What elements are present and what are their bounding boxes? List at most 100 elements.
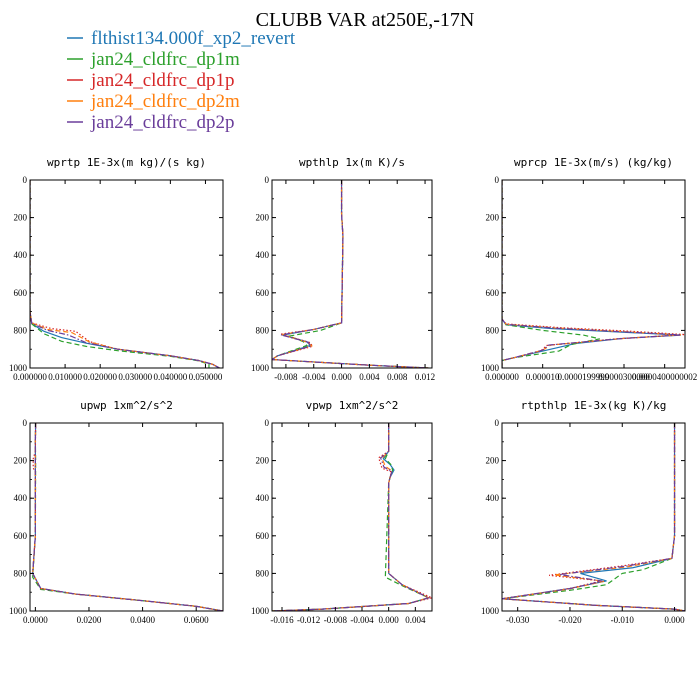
ytick-label-0-5: 1000 bbox=[9, 363, 28, 373]
panel-frame-1 bbox=[271, 179, 433, 369]
panel-0: wprtp 1E-3x(m kg)/(s kg) 0 200 400 600 800 100… bbox=[9, 156, 224, 382]
xtick-label-4-1: -0.012 bbox=[297, 615, 320, 625]
legend-label-1: jan24_cldfrc_dp1m bbox=[90, 49, 240, 70]
series-line-4-2 bbox=[272, 423, 432, 611]
series-line-2-0 bbox=[502, 180, 681, 368]
xtick-label-1-4: 0.008 bbox=[387, 372, 408, 382]
series-line-0-4 bbox=[30, 180, 220, 368]
series-line-3-1 bbox=[32, 423, 223, 611]
ytick-label-0-1: 200 bbox=[14, 213, 28, 223]
xtick-label-3-0: 0.0000 bbox=[23, 615, 48, 625]
series-line-0-1 bbox=[30, 180, 210, 368]
ytick-label-1-1: 200 bbox=[256, 213, 270, 223]
ytick-label-4-3: 600 bbox=[256, 531, 270, 541]
xtick-label-2-0: 0.000000 bbox=[485, 372, 519, 382]
xtick-label-1-2: 0.000 bbox=[331, 372, 352, 382]
xtick-label-2-2: 0.0000199999 bbox=[557, 372, 609, 382]
xtick-label-3-2: 0.0400 bbox=[130, 615, 155, 625]
series-line-2-2 bbox=[502, 180, 685, 368]
ytick-label-1-4: 800 bbox=[256, 325, 270, 335]
xtick-label-1-5: 0.012 bbox=[415, 372, 435, 382]
ytick-label-2-3: 600 bbox=[486, 288, 500, 298]
series-line-5-4 bbox=[502, 423, 685, 611]
ytick-label-2-2: 400 bbox=[486, 250, 500, 260]
ytick-label-0-0: 0 bbox=[23, 175, 28, 185]
xtick-label-2-4: 0.0000400000002 bbox=[632, 372, 697, 382]
series-line-0-3 bbox=[30, 180, 220, 368]
xtick-label-2-1: 0.000010 bbox=[526, 372, 560, 382]
series-line-2-3 bbox=[502, 180, 681, 368]
ytick-label-5-2: 400 bbox=[486, 493, 500, 503]
xtick-label-0-1: 0.010000 bbox=[48, 372, 82, 382]
series-line-3-4 bbox=[32, 423, 223, 611]
ytick-label-1-2: 400 bbox=[256, 250, 270, 260]
series-line-2-4 bbox=[502, 180, 681, 368]
panel-title-4: vpwp 1xm^2/s^2 bbox=[306, 399, 399, 412]
panel-3: upwp 1xm^2/s^2 0 200 400 600 800 10000.0000 0.0… bbox=[9, 399, 224, 625]
panel-5: rtpthlp 1E-3x(kg K)/kg02004006008001000-… bbox=[481, 399, 686, 625]
xtick-label-3-3: 0.0600 bbox=[184, 615, 209, 625]
series-line-1-2 bbox=[272, 180, 429, 368]
series-line-1-1 bbox=[272, 180, 429, 368]
ytick-label-1-0: 0 bbox=[265, 175, 270, 185]
legend-label-3: jan24_cldfrc_dp2m bbox=[90, 91, 240, 112]
xtick-label-5-2: -0.010 bbox=[611, 615, 635, 625]
panel-2: wprcp 1E-3x(m/s) (kg/kg) 0 200 400 600 800 100… bbox=[481, 156, 697, 382]
ytick-label-4-0: 0 bbox=[265, 418, 270, 428]
xtick-label-4-3: -0.004 bbox=[350, 615, 374, 625]
ytick-label-5-1: 200 bbox=[486, 456, 500, 466]
xtick-label-2-3: 0.0000300000 bbox=[598, 372, 650, 382]
panel-title-2: wprcp 1E-3x(m/s) (kg/kg) bbox=[514, 156, 673, 169]
ytick-label-5-5: 1000 bbox=[481, 606, 500, 616]
ytick-label-2-5: 1000 bbox=[481, 363, 500, 373]
xtick-label-0-5: 0.050000 bbox=[189, 372, 223, 382]
panel-frame-0 bbox=[29, 179, 224, 369]
xtick-label-0-3: 0.030000 bbox=[118, 372, 152, 382]
ytick-label-0-3: 600 bbox=[14, 288, 28, 298]
series-line-4-4 bbox=[272, 423, 431, 611]
series-line-1-3 bbox=[272, 180, 429, 368]
xtick-label-0-0: 0.000000 bbox=[13, 372, 47, 382]
series-line-4-1 bbox=[272, 423, 431, 611]
ytick-label-5-4: 800 bbox=[486, 568, 500, 578]
xtick-label-0-2: 0.020000 bbox=[83, 372, 117, 382]
panel-title-0: wprtp 1E-3x(m kg)/(s kg) bbox=[47, 156, 206, 169]
legend: flthist134.000f_xp2_revertjan24_cldfrc_d… bbox=[67, 28, 296, 133]
xtick-label-4-4: 0.000 bbox=[379, 615, 400, 625]
ytick-label-5-0: 0 bbox=[495, 418, 500, 428]
xtick-label-1-0: -0.008 bbox=[274, 372, 298, 382]
series-line-0-2 bbox=[30, 180, 220, 368]
figure-title: CLUBB VAR at250E,-17N bbox=[256, 9, 475, 31]
xtick-label-5-3: 0.000 bbox=[664, 615, 685, 625]
ytick-label-3-2: 400 bbox=[14, 493, 28, 503]
ytick-label-2-1: 200 bbox=[486, 213, 500, 223]
ytick-label-3-3: 600 bbox=[14, 531, 28, 541]
xtick-label-5-0: -0.030 bbox=[506, 615, 530, 625]
ytick-label-2-4: 800 bbox=[486, 325, 500, 335]
legend-label-0: flthist134.000f_xp2_revert bbox=[91, 28, 296, 49]
series-line-3-2 bbox=[32, 423, 223, 611]
xtick-label-0-4: 0.040000 bbox=[153, 372, 187, 382]
ytick-label-3-4: 800 bbox=[14, 568, 28, 578]
series-line-1-4 bbox=[272, 180, 429, 368]
panel-frame-3 bbox=[29, 422, 224, 612]
panel-frame-4 bbox=[271, 422, 433, 612]
ytick-label-4-2: 400 bbox=[256, 493, 270, 503]
ytick-label-4-4: 800 bbox=[256, 568, 270, 578]
ytick-label-4-5: 1000 bbox=[251, 606, 270, 616]
ytick-label-0-4: 800 bbox=[14, 325, 28, 335]
ytick-label-3-1: 200 bbox=[14, 456, 28, 466]
xtick-label-5-1: -0.020 bbox=[558, 615, 582, 625]
panel-title-3: upwp 1xm^2/s^2 bbox=[80, 399, 173, 412]
series-line-3-0 bbox=[32, 423, 223, 611]
ytick-label-2-0: 0 bbox=[495, 175, 500, 185]
series-line-1-0 bbox=[272, 180, 429, 368]
ytick-label-0-2: 400 bbox=[14, 250, 28, 260]
panel-title-1: wpthlp 1x(m K)/s bbox=[299, 156, 405, 169]
panel-title-5: rtpthlp 1E-3x(kg K)/kg bbox=[521, 399, 667, 412]
xtick-label-4-0: -0.016 bbox=[270, 615, 294, 625]
xtick-label-1-3: 0.004 bbox=[359, 372, 380, 382]
xtick-label-4-5: 0.004 bbox=[405, 615, 426, 625]
panels: wprtp 1E-3x(m kg)/(s kg) 0 200 400 600 800 100… bbox=[9, 156, 697, 625]
